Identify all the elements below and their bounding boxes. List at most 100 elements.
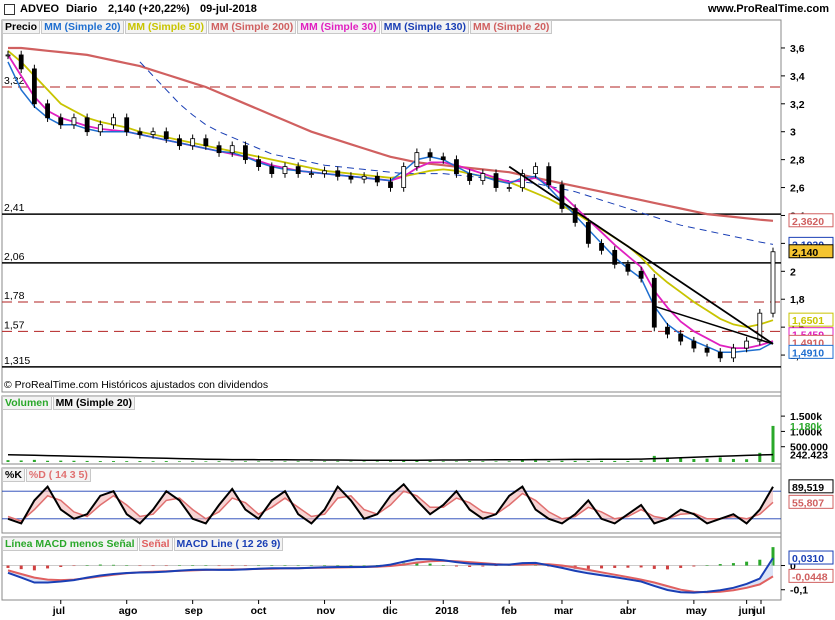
price-candle-body [5, 54, 11, 57]
price-candle-body [31, 68, 37, 105]
price-y-tick-label: 3,6 [790, 43, 805, 55]
price-legend-item[interactable]: Precio [2, 20, 41, 34]
volume-bar [243, 461, 247, 462]
price-candle-body [97, 124, 103, 133]
volume-bar [191, 461, 195, 462]
stoch-value-tag-box [788, 494, 834, 509]
price-value-tag-box [788, 344, 834, 359]
macd-histogram-bar [718, 564, 722, 566]
macd-histogram-bar [441, 565, 445, 566]
volume-bar [323, 461, 327, 462]
macd-histogram-bar [771, 547, 775, 566]
volume-bar [494, 461, 498, 462]
price-value-tag-box [788, 244, 834, 259]
price-y-tick-label: 3,2 [790, 99, 805, 111]
volume-bar [204, 461, 208, 462]
volume-bar [296, 461, 300, 462]
volume-bar [230, 461, 234, 462]
x-tick-label: sep [185, 605, 203, 617]
volume-legend-item[interactable]: Volumen [2, 396, 52, 410]
price-candle-body [440, 156, 446, 161]
chart-period: Diario [66, 3, 98, 15]
site-name[interactable]: www.ProRealTime.com [707, 3, 829, 15]
macd-y-tick-label: 0 [790, 561, 796, 573]
price-legend-item[interactable]: MM (Simple 130) [380, 20, 469, 34]
x-tick-label: abr [620, 605, 636, 617]
macd-histogram-bar [362, 565, 366, 567]
macd-histogram-bar [626, 565, 630, 568]
stoch-legend: %K %D ( 14 3 5) [2, 468, 92, 482]
volume-bar [375, 461, 379, 462]
volume-bar [560, 460, 564, 462]
price-candle-body [388, 181, 393, 188]
macd-legend-item[interactable]: Línea MACD menos Señal [2, 537, 138, 551]
volume-bar [731, 458, 735, 462]
price-candle-body [665, 326, 670, 335]
macd-histogram-bar [639, 565, 643, 568]
volume-bar [98, 461, 102, 462]
price-legend-item[interactable]: MM (Simple 20) [41, 20, 124, 34]
price-value-tag: 1,4910 [792, 347, 824, 359]
macd-histogram-bar [32, 565, 36, 571]
macd-histogram-bar [59, 565, 63, 567]
volume-bar [626, 461, 630, 462]
macd-histogram-bar [257, 565, 261, 566]
x-tick-label: nov [317, 605, 336, 617]
price-y-tick-label: 2 [790, 266, 796, 278]
volume-bar [270, 461, 274, 462]
macd-histogram-bar [586, 565, 590, 569]
volume-bar [481, 461, 485, 462]
price-candle-body [678, 333, 684, 342]
price-legend-item[interactable]: MM (Simple 200) [207, 20, 297, 34]
price-candle-body [744, 340, 750, 349]
stoch-legend-item[interactable]: %D ( 14 3 5) [25, 468, 91, 482]
symbol-checkbox-icon[interactable] [4, 4, 15, 15]
price-series-line [7, 61, 774, 354]
stoch-legend-item[interactable]: %K [2, 468, 25, 482]
macd-value-tag-box [788, 550, 834, 565]
volume-bar [177, 461, 181, 462]
price-legend-item[interactable]: MM (Simple 30) [297, 20, 380, 34]
price-candle-body [374, 175, 380, 183]
price-candle-body [717, 351, 723, 359]
price-level-label: 3,32 [4, 75, 25, 87]
volume-bar [745, 459, 749, 462]
price-candle-body [163, 131, 169, 140]
price-legend-item[interactable]: MM (Simple 20) [469, 20, 553, 34]
volume-bar [72, 460, 76, 462]
price-legend: Precio MM (Simple 20) MM (Simple 50) MM (Si… [2, 20, 553, 34]
macd-legend-item[interactable]: Señal [138, 537, 173, 551]
macd-histogram-bar [758, 559, 762, 566]
price-candle-body [71, 117, 77, 126]
stoch-value-tag: 89,519 [792, 482, 824, 494]
volume-bar [771, 425, 775, 462]
macd-histogram-bar [323, 565, 327, 566]
price-trendline [654, 305, 774, 345]
price-series-line [7, 54, 774, 349]
price-candle-body [427, 152, 433, 158]
volume-legend-item[interactable]: MM (Simple 20) [52, 396, 135, 410]
macd-legend-item[interactable]: MACD Line ( 12 26 9) [173, 537, 284, 551]
macd-histogram-bar [613, 565, 617, 568]
price-candle-body [770, 251, 776, 314]
price-candle-body [691, 340, 697, 349]
price-candle-body [757, 312, 763, 342]
price-candle-body [124, 117, 130, 133]
macd-histogram-bar [151, 565, 155, 567]
volume-bar [692, 458, 696, 462]
x-tick-label: 2018 [435, 605, 459, 617]
macd-value-tag-box [788, 568, 834, 583]
macd-histogram-bar [98, 564, 102, 566]
price-candle-body [585, 222, 591, 244]
price-legend-item[interactable]: MM (Simple 50) [124, 20, 207, 34]
x-tick-label: mar [554, 605, 573, 617]
stoch-value-tag-box [788, 479, 834, 494]
volume-y-tick-label: 500.000 [790, 442, 828, 454]
volume-bar [586, 461, 590, 462]
macd-histogram-bar [336, 565, 340, 566]
price-candle-body [150, 131, 156, 135]
macd-histogram-bar [270, 565, 274, 566]
price-candle-body [401, 166, 407, 188]
price-candle-body [506, 187, 512, 189]
volume-bar [534, 460, 538, 462]
